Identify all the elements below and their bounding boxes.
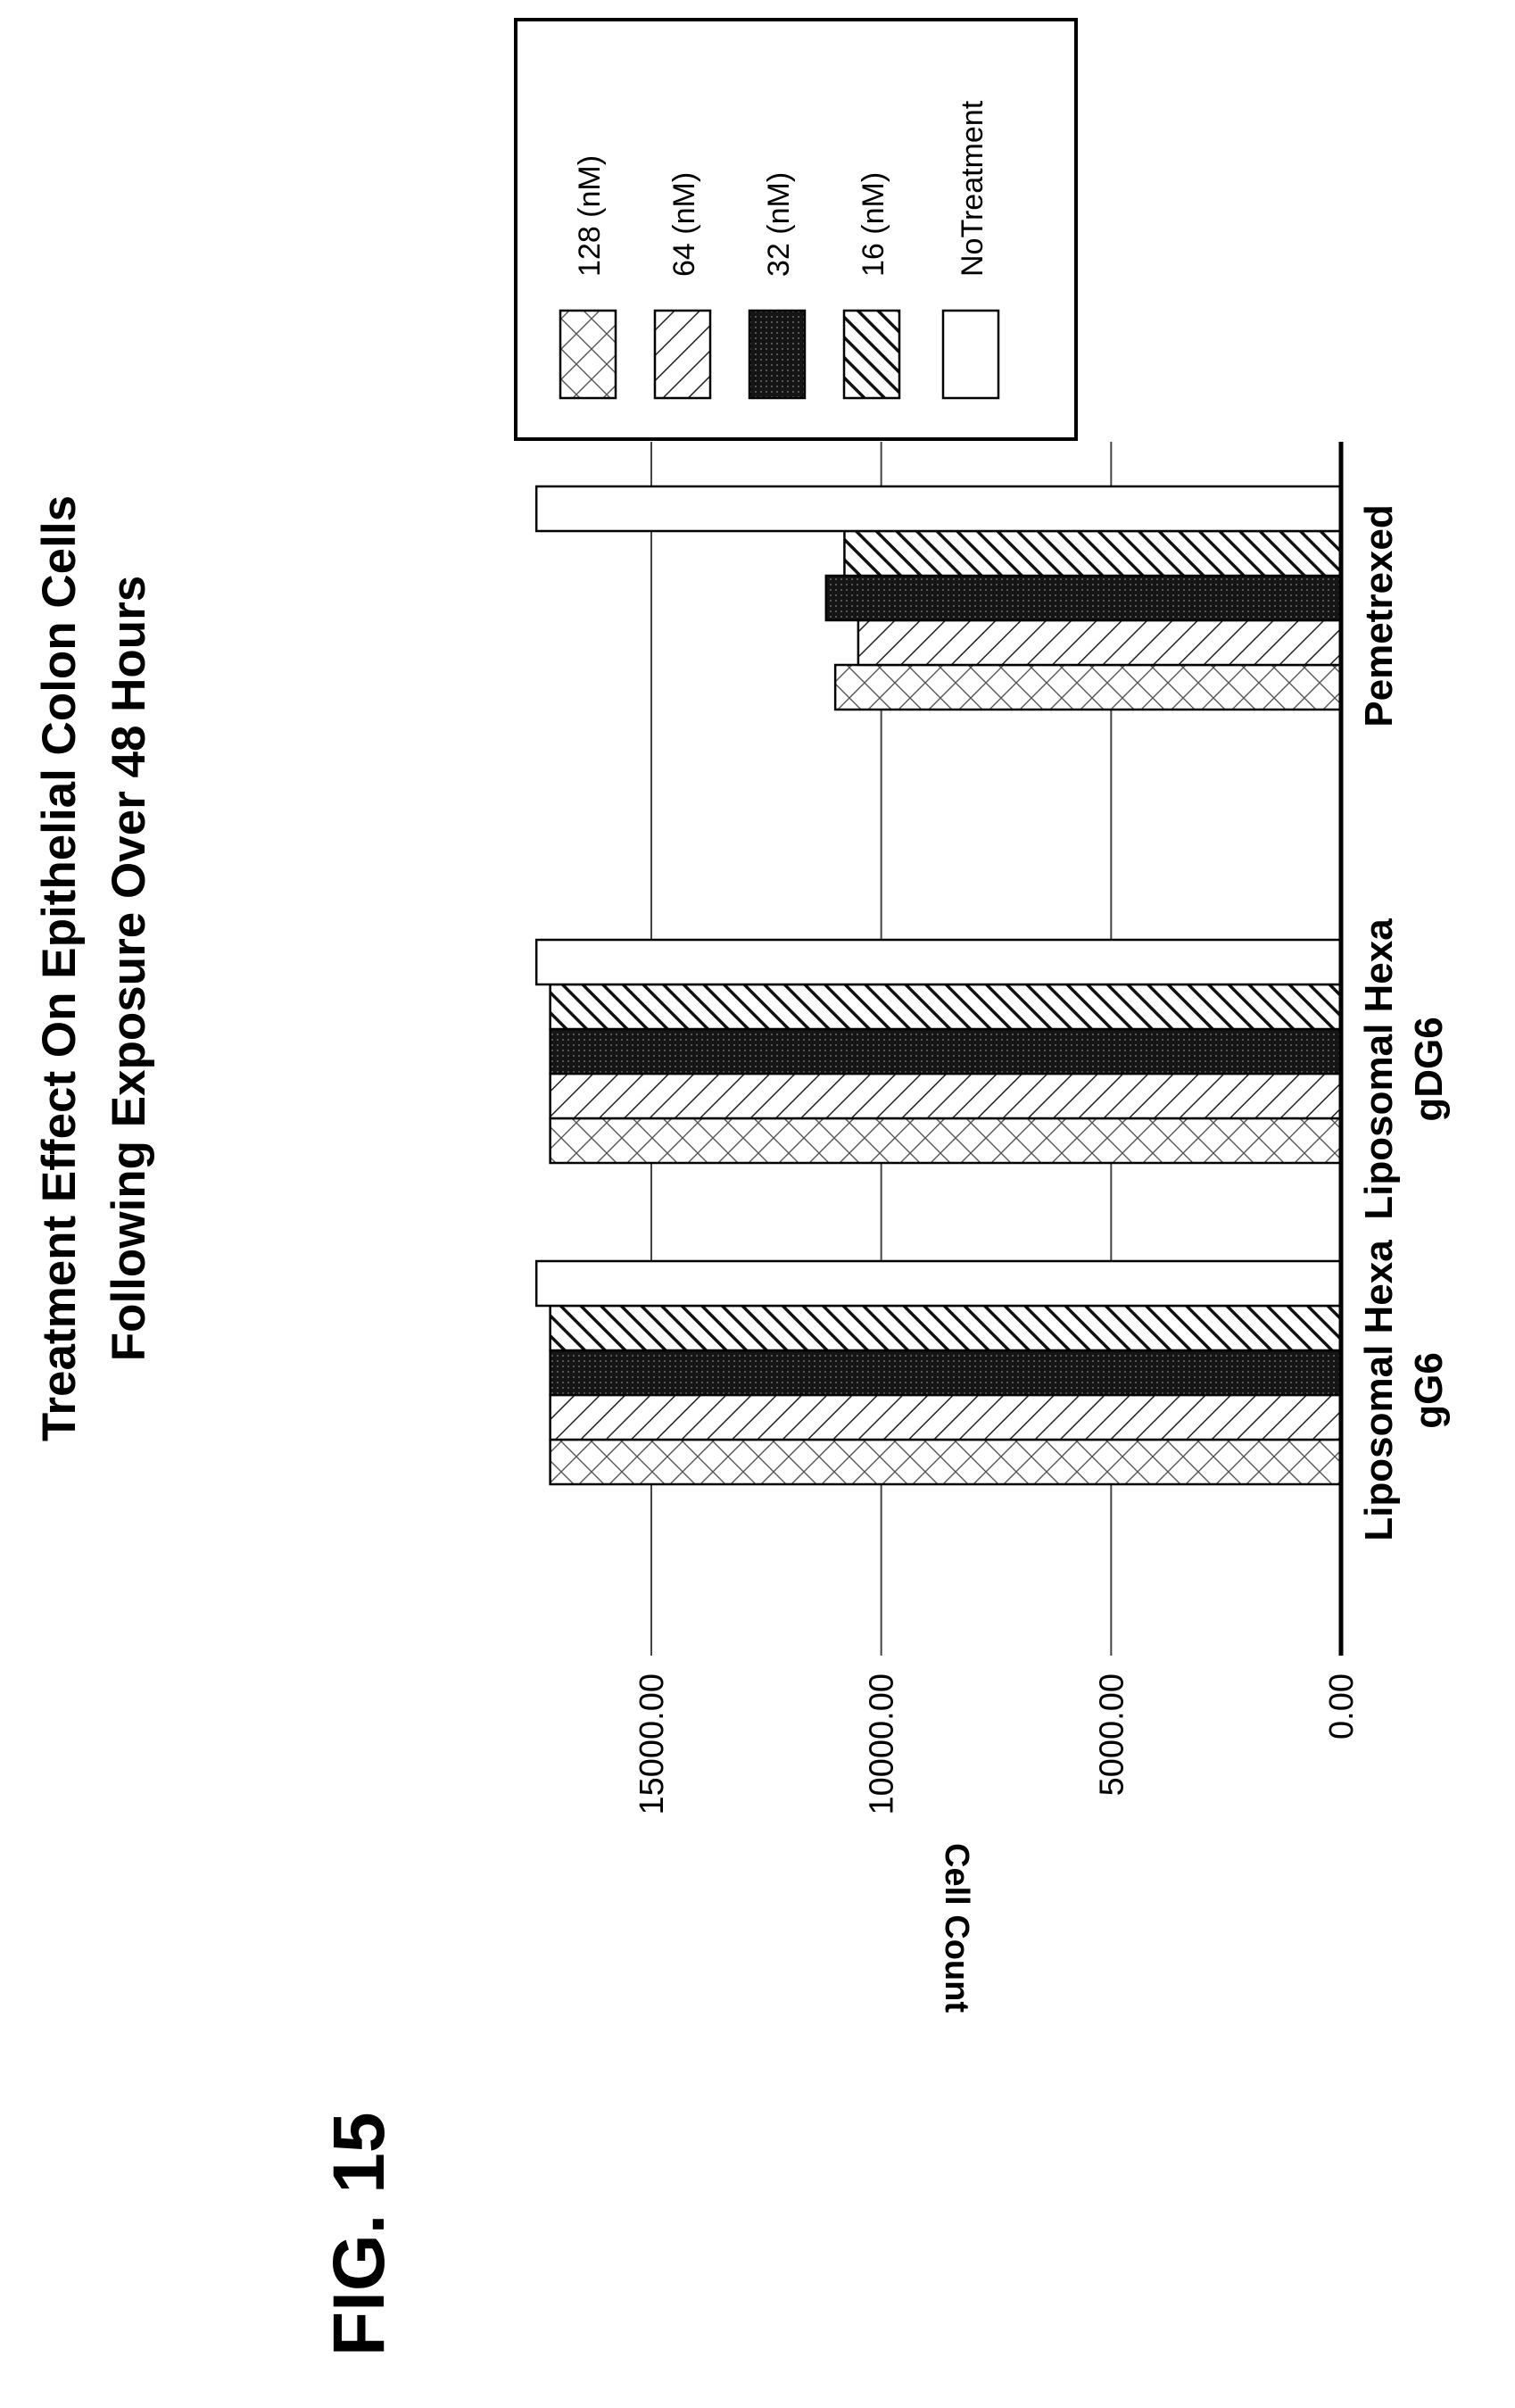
legend: 128 (nM) 64 (nM) 32 (nM) 16 (nM) NoTreatment: [514, 18, 1078, 441]
legend-swatch: [842, 309, 901, 400]
chart-title-line-1: Treatment Effect On Epithelial Colon Cel…: [33, 495, 86, 1441]
y-tick-label: 5000.00: [1093, 1673, 1130, 1796]
chart-title-line-2: Following Exposure Over 48 Hours: [103, 576, 155, 1362]
bar: [534, 485, 1343, 533]
y-axis-label: Cell Count: [938, 1843, 975, 2013]
legend-swatch: [941, 309, 1000, 400]
bar: [549, 983, 1343, 1031]
bar: [549, 1393, 1343, 1441]
legend-label: NoTreatment: [956, 100, 989, 277]
bar: [549, 1349, 1343, 1397]
category-label: gG6: [1407, 1352, 1451, 1429]
bar: [549, 1304, 1343, 1352]
bar: [549, 1438, 1343, 1486]
bar: [549, 1117, 1343, 1165]
category-label: Liposomal Hexa: [1357, 918, 1401, 1220]
legend-label: 128 (nM): [573, 155, 607, 277]
bar: [843, 529, 1343, 577]
bar: [824, 574, 1343, 622]
bar: [549, 1027, 1343, 1075]
bar: [833, 663, 1343, 711]
bar: [549, 1072, 1343, 1120]
y-tick-label: 0.00: [1323, 1673, 1361, 1740]
legend-label: 32 (nM): [762, 172, 796, 277]
legend-swatch: [653, 309, 712, 400]
bar-group: [534, 485, 1343, 1486]
category-label: gDG6: [1407, 1017, 1451, 1121]
legend-swatch: [559, 309, 617, 400]
figure-label: FIG. 15: [319, 2113, 400, 2356]
y-tick-label: 15000.00: [633, 1673, 671, 1815]
y-tick-labels: 0.00 5000.00 10000.00 15000.00: [633, 1673, 1361, 1815]
category-label: Pemetrexed: [1357, 504, 1401, 727]
legend-label: 64 (nM): [667, 172, 701, 277]
legend-swatch: [748, 309, 807, 400]
category-label: Liposomal Hexa: [1357, 1240, 1401, 1541]
y-tick-label: 10000.00: [864, 1673, 901, 1815]
bar: [534, 1259, 1343, 1308]
bar: [857, 619, 1343, 667]
bar: [534, 938, 1343, 986]
legend-label: 16 (nM): [857, 172, 890, 277]
